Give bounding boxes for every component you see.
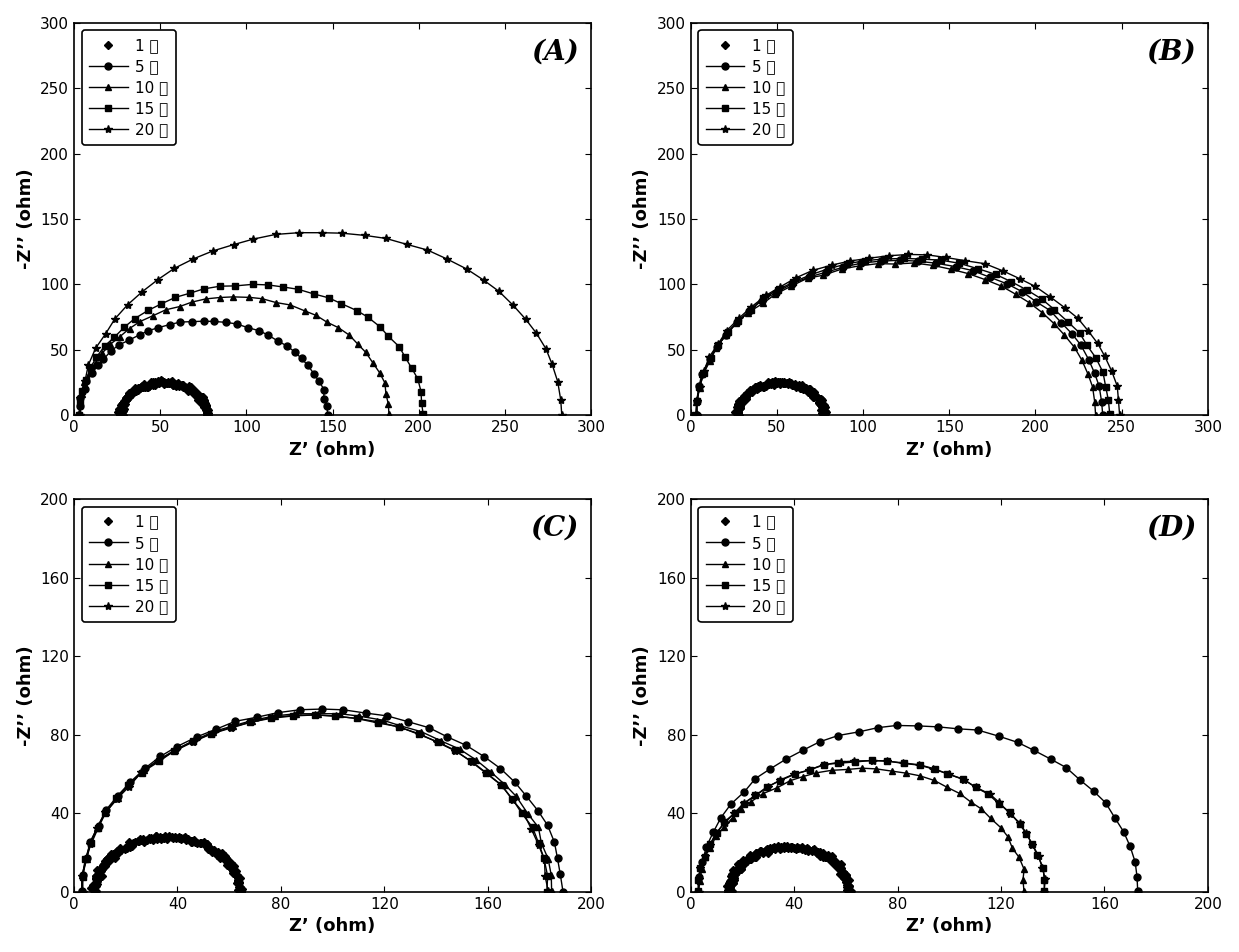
- Text: (A): (A): [532, 38, 579, 66]
- Legend: 1 天, 5 天, 10 天, 15 天, 20 天: 1 天, 5 天, 10 天, 15 天, 20 天: [699, 507, 793, 622]
- Legend: 1 天, 5 天, 10 天, 15 天, 20 天: 1 天, 5 天, 10 天, 15 天, 20 天: [699, 30, 793, 145]
- Text: (C): (C): [530, 515, 579, 542]
- X-axis label: Z’ (ohm): Z’ (ohm): [290, 918, 375, 935]
- X-axis label: Z’ (ohm): Z’ (ohm): [290, 441, 375, 459]
- Legend: 1 天, 5 天, 10 天, 15 天, 20 天: 1 天, 5 天, 10 天, 15 天, 20 天: [82, 30, 176, 145]
- Y-axis label: -Z’’ (ohm): -Z’’ (ohm): [16, 645, 35, 746]
- Y-axis label: -Z’’ (ohm): -Z’’ (ohm): [633, 169, 652, 269]
- X-axis label: Z’ (ohm): Z’ (ohm): [906, 918, 992, 935]
- Legend: 1 天, 5 天, 10 天, 15 天, 20 天: 1 天, 5 天, 10 天, 15 天, 20 天: [82, 507, 176, 622]
- Text: (D): (D): [1146, 515, 1197, 542]
- X-axis label: Z’ (ohm): Z’ (ohm): [906, 441, 992, 459]
- Text: (B): (B): [1147, 38, 1197, 66]
- Y-axis label: -Z’’ (ohm): -Z’’ (ohm): [633, 645, 652, 746]
- Y-axis label: -Z’’ (ohm): -Z’’ (ohm): [16, 169, 35, 269]
